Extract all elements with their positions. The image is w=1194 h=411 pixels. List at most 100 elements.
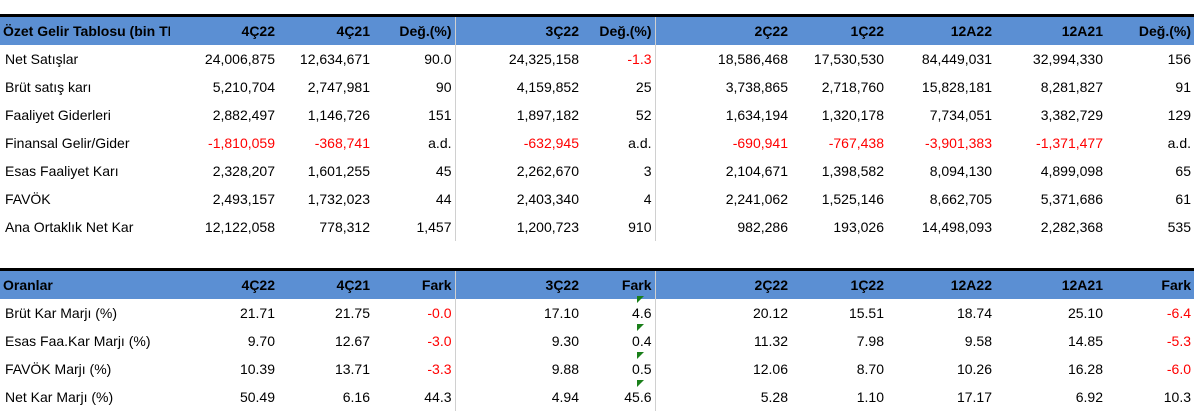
row-label[interactable]: FAVÖK [5, 191, 51, 207]
table-cell[interactable]: 1,525,146 [821, 191, 884, 207]
table-cell[interactable]: a.d. [428, 135, 452, 151]
table-cell[interactable]: 1,897,182 [454, 101, 582, 129]
table-cell[interactable]: 44 [435, 191, 452, 207]
table-cell[interactable]: 10.39 [239, 361, 275, 377]
table-cell[interactable]: 10.3 [1163, 389, 1191, 405]
cell-comment-indicator[interactable] [637, 296, 644, 303]
table-cell[interactable]: 7,734,051 [929, 107, 992, 123]
table-cell[interactable]: 8.70 [856, 361, 884, 377]
table-cell[interactable]: 90 [435, 79, 452, 95]
table-cell[interactable]: 3,738,865 [654, 73, 791, 101]
table-cell[interactable]: 17,530,530 [813, 51, 884, 67]
table-cell[interactable]: 45 [435, 163, 452, 179]
table-cell[interactable]: 2,882,497 [212, 107, 275, 123]
table-cell[interactable]: a.d. [628, 135, 652, 151]
table-cell[interactable]: 12.06 [654, 355, 791, 383]
table-cell[interactable]: 2,493,157 [212, 191, 275, 207]
table-cell[interactable]: 32,994,330 [1032, 51, 1103, 67]
table-cell[interactable]: 1,601,255 [307, 163, 370, 179]
table-cell[interactable]: 52 [635, 107, 652, 123]
table-cell[interactable]: 45.6 [624, 389, 652, 405]
table-cell[interactable]: 151 [428, 107, 452, 123]
table-cell[interactable]: 11.32 [654, 327, 791, 355]
table-cell[interactable]: 193,026 [833, 219, 884, 235]
table-cell[interactable]: -767,438 [828, 135, 884, 151]
table-cell[interactable]: 6.16 [342, 389, 370, 405]
table-cell[interactable]: 1,320,178 [821, 107, 884, 123]
table-cell[interactable]: 2,104,671 [654, 157, 791, 185]
table-cell[interactable]: -368,741 [314, 135, 370, 151]
table-cell[interactable]: 20.12 [654, 299, 791, 327]
table-cell[interactable]: a.d. [1167, 135, 1191, 151]
table-cell[interactable]: -1.3 [627, 51, 652, 67]
table-cell[interactable]: 1,146,726 [307, 107, 370, 123]
row-label[interactable]: Net Satışlar [5, 51, 79, 67]
table-cell[interactable]: 3,382,729 [1040, 107, 1103, 123]
table-cell[interactable]: 16.28 [1067, 361, 1103, 377]
table-cell[interactable]: 15.51 [848, 305, 884, 321]
table-cell[interactable]: 84,449,031 [921, 51, 992, 67]
table-cell[interactable]: 9.58 [964, 333, 992, 349]
table-cell[interactable]: 0.5 [632, 361, 652, 377]
table-cell[interactable]: 4,899,098 [1040, 163, 1103, 179]
table-cell[interactable]: -3.3 [427, 361, 452, 377]
table-cell[interactable]: 65 [1175, 163, 1191, 179]
table-cell[interactable]: 10.26 [956, 361, 992, 377]
table-cell[interactable]: 7.98 [856, 333, 884, 349]
table-cell[interactable]: 2,718,760 [821, 79, 884, 95]
table-cell[interactable]: 14,498,093 [921, 219, 992, 235]
table-cell[interactable]: -6.4 [1166, 305, 1191, 321]
table-cell[interactable]: 6.92 [1075, 389, 1103, 405]
table-cell[interactable]: 910 [628, 219, 652, 235]
table-cell[interactable]: 24,006,875 [204, 51, 275, 67]
table-cell[interactable]: 50.49 [239, 389, 275, 405]
table-cell[interactable]: 2,403,340 [454, 185, 582, 213]
table-cell[interactable]: 9.70 [247, 333, 275, 349]
table-cell[interactable]: -690,941 [654, 129, 791, 157]
table-cell[interactable]: 25 [635, 79, 652, 95]
table-cell[interactable]: 14.85 [1067, 333, 1103, 349]
table-cell[interactable]: 778,312 [319, 219, 370, 235]
table-cell[interactable]: 12,122,058 [204, 219, 275, 235]
table-cell[interactable]: 24,325,158 [454, 45, 582, 73]
table-cell[interactable]: 8,281,827 [1040, 79, 1103, 95]
table-cell[interactable]: 9.30 [454, 327, 582, 355]
table-cell[interactable]: 12.67 [334, 333, 370, 349]
table-cell[interactable]: -3,901,383 [925, 135, 992, 151]
table-cell[interactable]: 2,747,981 [307, 79, 370, 95]
row-label[interactable]: Net Kar Marjı (%) [5, 389, 114, 405]
row-label[interactable]: Brüt satış karı [5, 79, 92, 95]
table-cell[interactable]: 61 [1175, 191, 1191, 207]
table-cell[interactable]: -632,945 [454, 129, 582, 157]
cell-comment-indicator[interactable] [637, 380, 644, 387]
row-label[interactable]: Esas Faa.Kar Marjı (%) [5, 333, 151, 349]
table-cell[interactable]: 4.6 [632, 305, 652, 321]
table-cell[interactable]: 4 [643, 191, 652, 207]
table-cell[interactable]: 91 [1175, 79, 1191, 95]
table-cell[interactable]: 15,828,181 [921, 79, 992, 95]
cell-comment-indicator[interactable] [637, 324, 644, 331]
row-label[interactable]: Esas Faaliyet Karı [5, 163, 119, 179]
table-cell[interactable]: 17.17 [956, 389, 992, 405]
table-cell[interactable]: 1,457 [416, 219, 452, 235]
table-cell[interactable]: 1,634,194 [654, 101, 791, 129]
row-label[interactable]: Brüt Kar Marjı (%) [5, 305, 118, 321]
table-cell[interactable]: 18,586,468 [654, 45, 791, 73]
table-cell[interactable]: 0.4 [632, 333, 652, 349]
table-cell[interactable]: 4.94 [454, 383, 582, 411]
row-label[interactable]: Ana Ortaklık Net Kar [5, 219, 134, 235]
table-cell[interactable]: 982,286 [654, 213, 791, 241]
table-cell[interactable]: 1.10 [856, 389, 884, 405]
table-cell[interactable]: 21.71 [239, 305, 275, 321]
table-cell[interactable]: 3 [643, 163, 652, 179]
table-cell[interactable]: 1,200,723 [454, 213, 582, 241]
table-cell[interactable]: 535 [1167, 219, 1191, 235]
table-cell[interactable]: 13.71 [334, 361, 370, 377]
table-cell[interactable]: -1,371,477 [1036, 135, 1103, 151]
table-cell[interactable]: 2,282,368 [1040, 219, 1103, 235]
table-cell[interactable]: 9.88 [454, 355, 582, 383]
table-cell[interactable]: 1,398,582 [821, 163, 884, 179]
table-cell[interactable]: -3.0 [427, 333, 452, 349]
cell-comment-indicator[interactable] [637, 352, 644, 359]
table-cell[interactable]: -6.0 [1166, 361, 1191, 377]
